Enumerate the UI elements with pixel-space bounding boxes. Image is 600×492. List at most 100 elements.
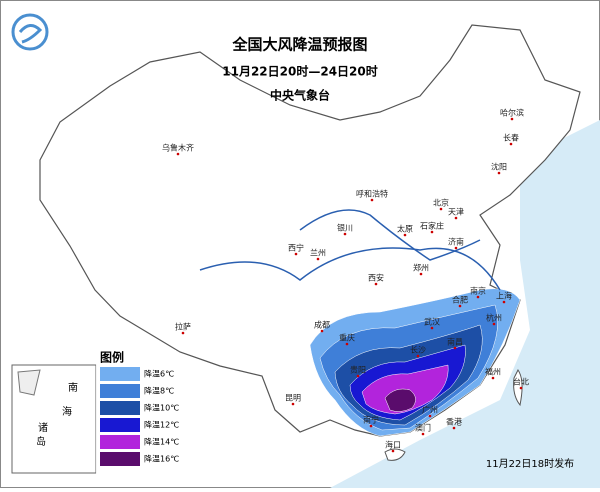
city-label: 杭州 xyxy=(486,313,502,323)
city-label: 南昌 xyxy=(447,337,463,347)
city-dot xyxy=(370,198,374,202)
hainan-island xyxy=(384,448,406,461)
city-label: 石家庄 xyxy=(420,221,444,231)
city-label: 福州 xyxy=(485,368,501,377)
city-label: 武汉 xyxy=(424,317,440,327)
city-label: 合肥 xyxy=(452,295,468,305)
city-label: 济南 xyxy=(448,237,464,247)
inset-label: 诸 xyxy=(38,422,48,434)
legend-swatch xyxy=(100,384,140,398)
legend-swatch xyxy=(100,418,140,432)
city-dot xyxy=(343,232,347,236)
city-dot xyxy=(454,216,458,220)
legend-label: 降温14℃ xyxy=(144,437,179,447)
legend-label: 降温12℃ xyxy=(144,420,179,430)
city-label: 长春 xyxy=(503,133,519,143)
city-dot xyxy=(176,152,180,156)
city-dot xyxy=(369,424,373,428)
city-label: 成都 xyxy=(314,320,330,330)
city-dot xyxy=(374,282,378,286)
city-label: 南宁 xyxy=(363,415,379,425)
city-label: 北京 xyxy=(433,198,449,208)
legend-title: 图例 xyxy=(100,350,124,365)
legend-swatch xyxy=(100,401,140,415)
city-label: 台北 xyxy=(513,377,529,387)
map-subtitle: 11月22日20时—24日20时 xyxy=(222,64,378,79)
city-dot xyxy=(430,230,434,234)
legend-swatch xyxy=(100,452,140,466)
inset-label: 南 xyxy=(68,381,78,394)
city-dot xyxy=(458,304,462,308)
inset-coast xyxy=(17,369,41,396)
city-label: 哈尔滨 xyxy=(500,108,524,118)
cma-logo-swirl xyxy=(18,24,43,44)
city-dot xyxy=(419,272,423,276)
city-label: 西安 xyxy=(368,273,384,283)
city-dot xyxy=(452,426,456,430)
legend-label: 降温8℃ xyxy=(144,386,174,396)
city-label: 乌鲁木齐 xyxy=(162,143,194,153)
river xyxy=(299,209,481,261)
issuer: 中央气象台 xyxy=(270,88,330,103)
city-label: 上海 xyxy=(496,291,512,301)
city-label: 沈阳 xyxy=(491,162,507,172)
city-dot xyxy=(181,331,185,335)
city-label: 南京 xyxy=(470,286,486,296)
city-dot xyxy=(491,376,495,380)
cooling-area xyxy=(384,388,416,412)
city-label: 西宁 xyxy=(288,243,304,253)
city-dot xyxy=(391,449,395,453)
city-dot xyxy=(510,117,514,121)
city-dot xyxy=(316,257,320,261)
city-label: 兰州 xyxy=(310,248,326,258)
legend-label: 降温6℃ xyxy=(144,369,174,379)
city-label: 长沙 xyxy=(410,345,426,355)
city-dot xyxy=(430,326,434,330)
city-dot xyxy=(320,329,324,333)
city-label: 贵阳 xyxy=(350,365,366,375)
inset-label: 岛 xyxy=(36,435,46,448)
map-title: 全国大风降温预报图 xyxy=(231,36,367,54)
city-dot xyxy=(403,233,407,237)
taiwan-island xyxy=(513,369,523,407)
city-dot xyxy=(416,354,420,358)
city-dot xyxy=(294,252,298,256)
city-label: 呼和浩特 xyxy=(356,189,388,199)
city-label: 澳门 xyxy=(415,423,431,433)
city-dot xyxy=(453,346,457,350)
city-dot xyxy=(497,171,501,175)
legend-swatch xyxy=(100,435,140,449)
city-label: 海口 xyxy=(385,440,401,450)
legend-label: 降温10℃ xyxy=(144,403,179,413)
city-dot xyxy=(519,386,523,390)
city-dot xyxy=(509,142,513,146)
city-dot xyxy=(454,246,458,250)
river xyxy=(199,247,501,291)
city-dot xyxy=(421,432,425,436)
city-dot xyxy=(492,322,496,326)
issue-time: 11月22日18时发布 xyxy=(486,457,574,470)
legend-swatch xyxy=(100,367,140,381)
city-label: 太原 xyxy=(397,224,413,234)
cooling-areas xyxy=(309,288,521,437)
city-dot xyxy=(502,300,506,304)
city-label: 天津 xyxy=(448,207,464,217)
city-dot xyxy=(356,374,360,378)
city-label: 昆明 xyxy=(285,394,301,403)
cma-logo xyxy=(11,13,49,51)
city-dot xyxy=(345,342,349,346)
city-label: 拉萨 xyxy=(175,322,191,332)
city-dot xyxy=(439,207,443,211)
city-dot xyxy=(291,402,295,406)
inset-label: 海 xyxy=(62,405,72,418)
city-label: 银川 xyxy=(337,223,353,233)
city-label: 重庆 xyxy=(339,333,355,343)
legend-label: 降温16℃ xyxy=(144,454,179,464)
sea xyxy=(330,120,600,488)
legend: 降温6℃ 降温8℃ 降温10℃ 降温12℃ 降温14℃ 降温16℃ xyxy=(100,367,179,466)
city-label: 广州 xyxy=(422,405,438,415)
city-label: 郑州 xyxy=(413,263,429,273)
city-dot xyxy=(428,414,432,418)
